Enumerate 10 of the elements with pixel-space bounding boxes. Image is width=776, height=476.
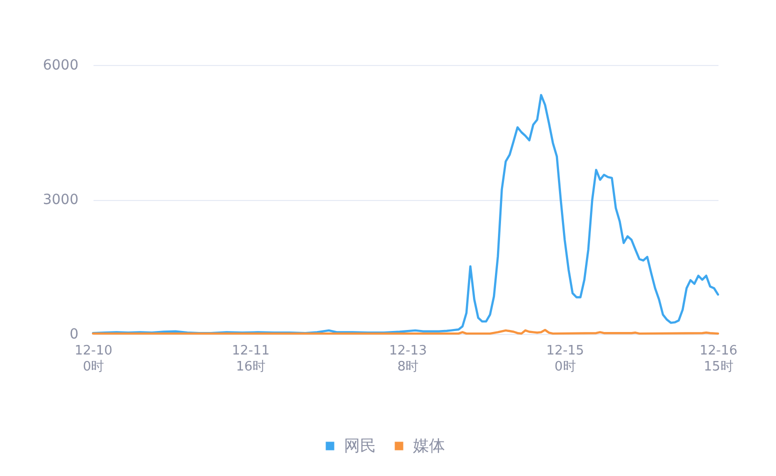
y-tick-label: 0 (70, 326, 78, 342)
legend-label: 网民 (344, 436, 376, 455)
y-tick-label: 6000 (42, 58, 78, 74)
x-tick-label: 12-15 0时 (546, 344, 584, 374)
x-tick-label: 12-13 8时 (389, 344, 427, 374)
y-tick-label: 3000 (42, 192, 78, 208)
x-tick-label: 12-16 15时 (700, 344, 738, 374)
x-tick-label: 12-11 16时 (232, 344, 270, 374)
x-tick-label: 12-10 0时 (74, 344, 112, 374)
legend-label: 媒体 (413, 436, 445, 455)
